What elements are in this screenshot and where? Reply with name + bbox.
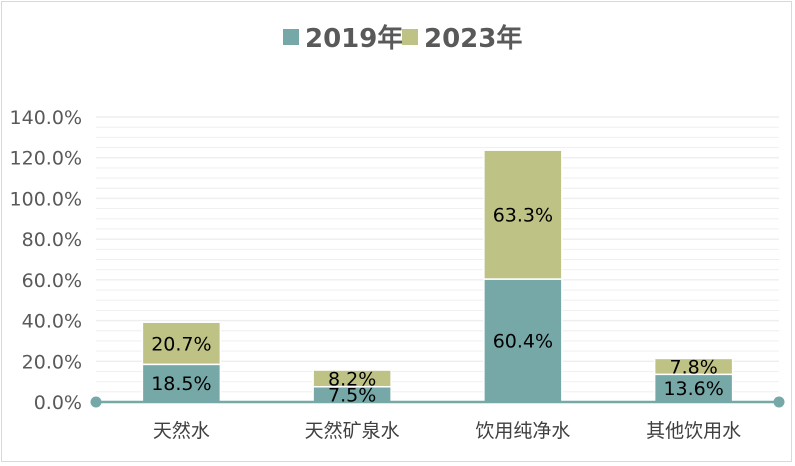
y-tick-label: 140.0% (10, 107, 82, 129)
bar-segment (483, 149, 563, 280)
axis-end-marker (773, 396, 785, 408)
data-labels: 18.5% 20.7% 7.5%8.2% 60.4% 63.3% 13.6%7.8% (151, 205, 724, 407)
data-label: 63.3% (493, 205, 553, 227)
legend: 2019年 2023年 (283, 23, 522, 54)
y-tick-label: 80.0% (22, 229, 82, 251)
legend-label: 2023年 (424, 23, 522, 54)
data-label: 13.6% (663, 378, 723, 400)
y-tick-label: 60.0% (22, 270, 82, 292)
data-label: 7.8% (669, 356, 717, 378)
data-label: 20.7% (151, 333, 211, 355)
legend-swatch (402, 29, 418, 45)
data-label: 18.5% (151, 373, 211, 395)
x-axis (90, 396, 785, 408)
y-tick-label: 120.0% (10, 148, 82, 170)
bar-segment (483, 278, 563, 403)
x-category-label: 其他饮用水 (646, 420, 741, 442)
bars (141, 149, 734, 403)
bar-segment (312, 369, 392, 388)
bar-segment (653, 357, 734, 376)
legend-label: 2019年 (305, 23, 403, 54)
x-category-label: 饮用纯净水 (475, 420, 570, 442)
y-tick-label: 20.0% (22, 351, 82, 373)
x-category-label: 天然矿泉水 (305, 420, 400, 442)
x-axis-categories: 天然水 天然矿泉水 饮用纯净水 其他饮用水 (153, 420, 741, 442)
x-category-label: 天然水 (153, 420, 210, 442)
data-label: 7.5% (328, 384, 376, 406)
data-label: 60.4% (493, 331, 553, 353)
y-tick-label: 100.0% (10, 188, 82, 210)
y-axis-ticks: 0.0% 20.0% 40.0% 60.0% 80.0% 100.0% 120.0% 140.… (10, 107, 82, 414)
y-tick-label: 0.0% (34, 392, 82, 414)
axis-start-marker (90, 396, 102, 408)
data-label: 8.2% (328, 368, 376, 390)
y-tick-label: 40.0% (22, 311, 82, 333)
bar-segment (141, 321, 222, 366)
legend-swatch (283, 29, 299, 45)
